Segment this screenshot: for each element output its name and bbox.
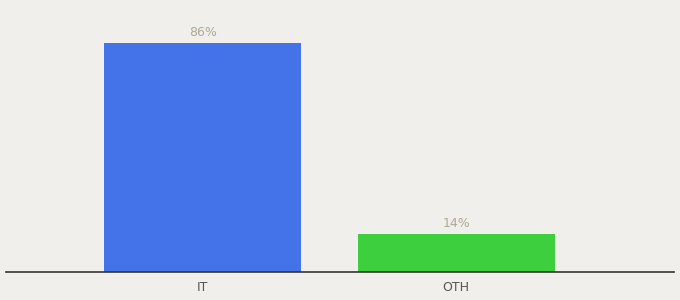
Bar xyxy=(104,43,301,272)
Text: 14%: 14% xyxy=(442,218,470,230)
Bar xyxy=(358,235,555,272)
Text: 86%: 86% xyxy=(189,26,217,39)
